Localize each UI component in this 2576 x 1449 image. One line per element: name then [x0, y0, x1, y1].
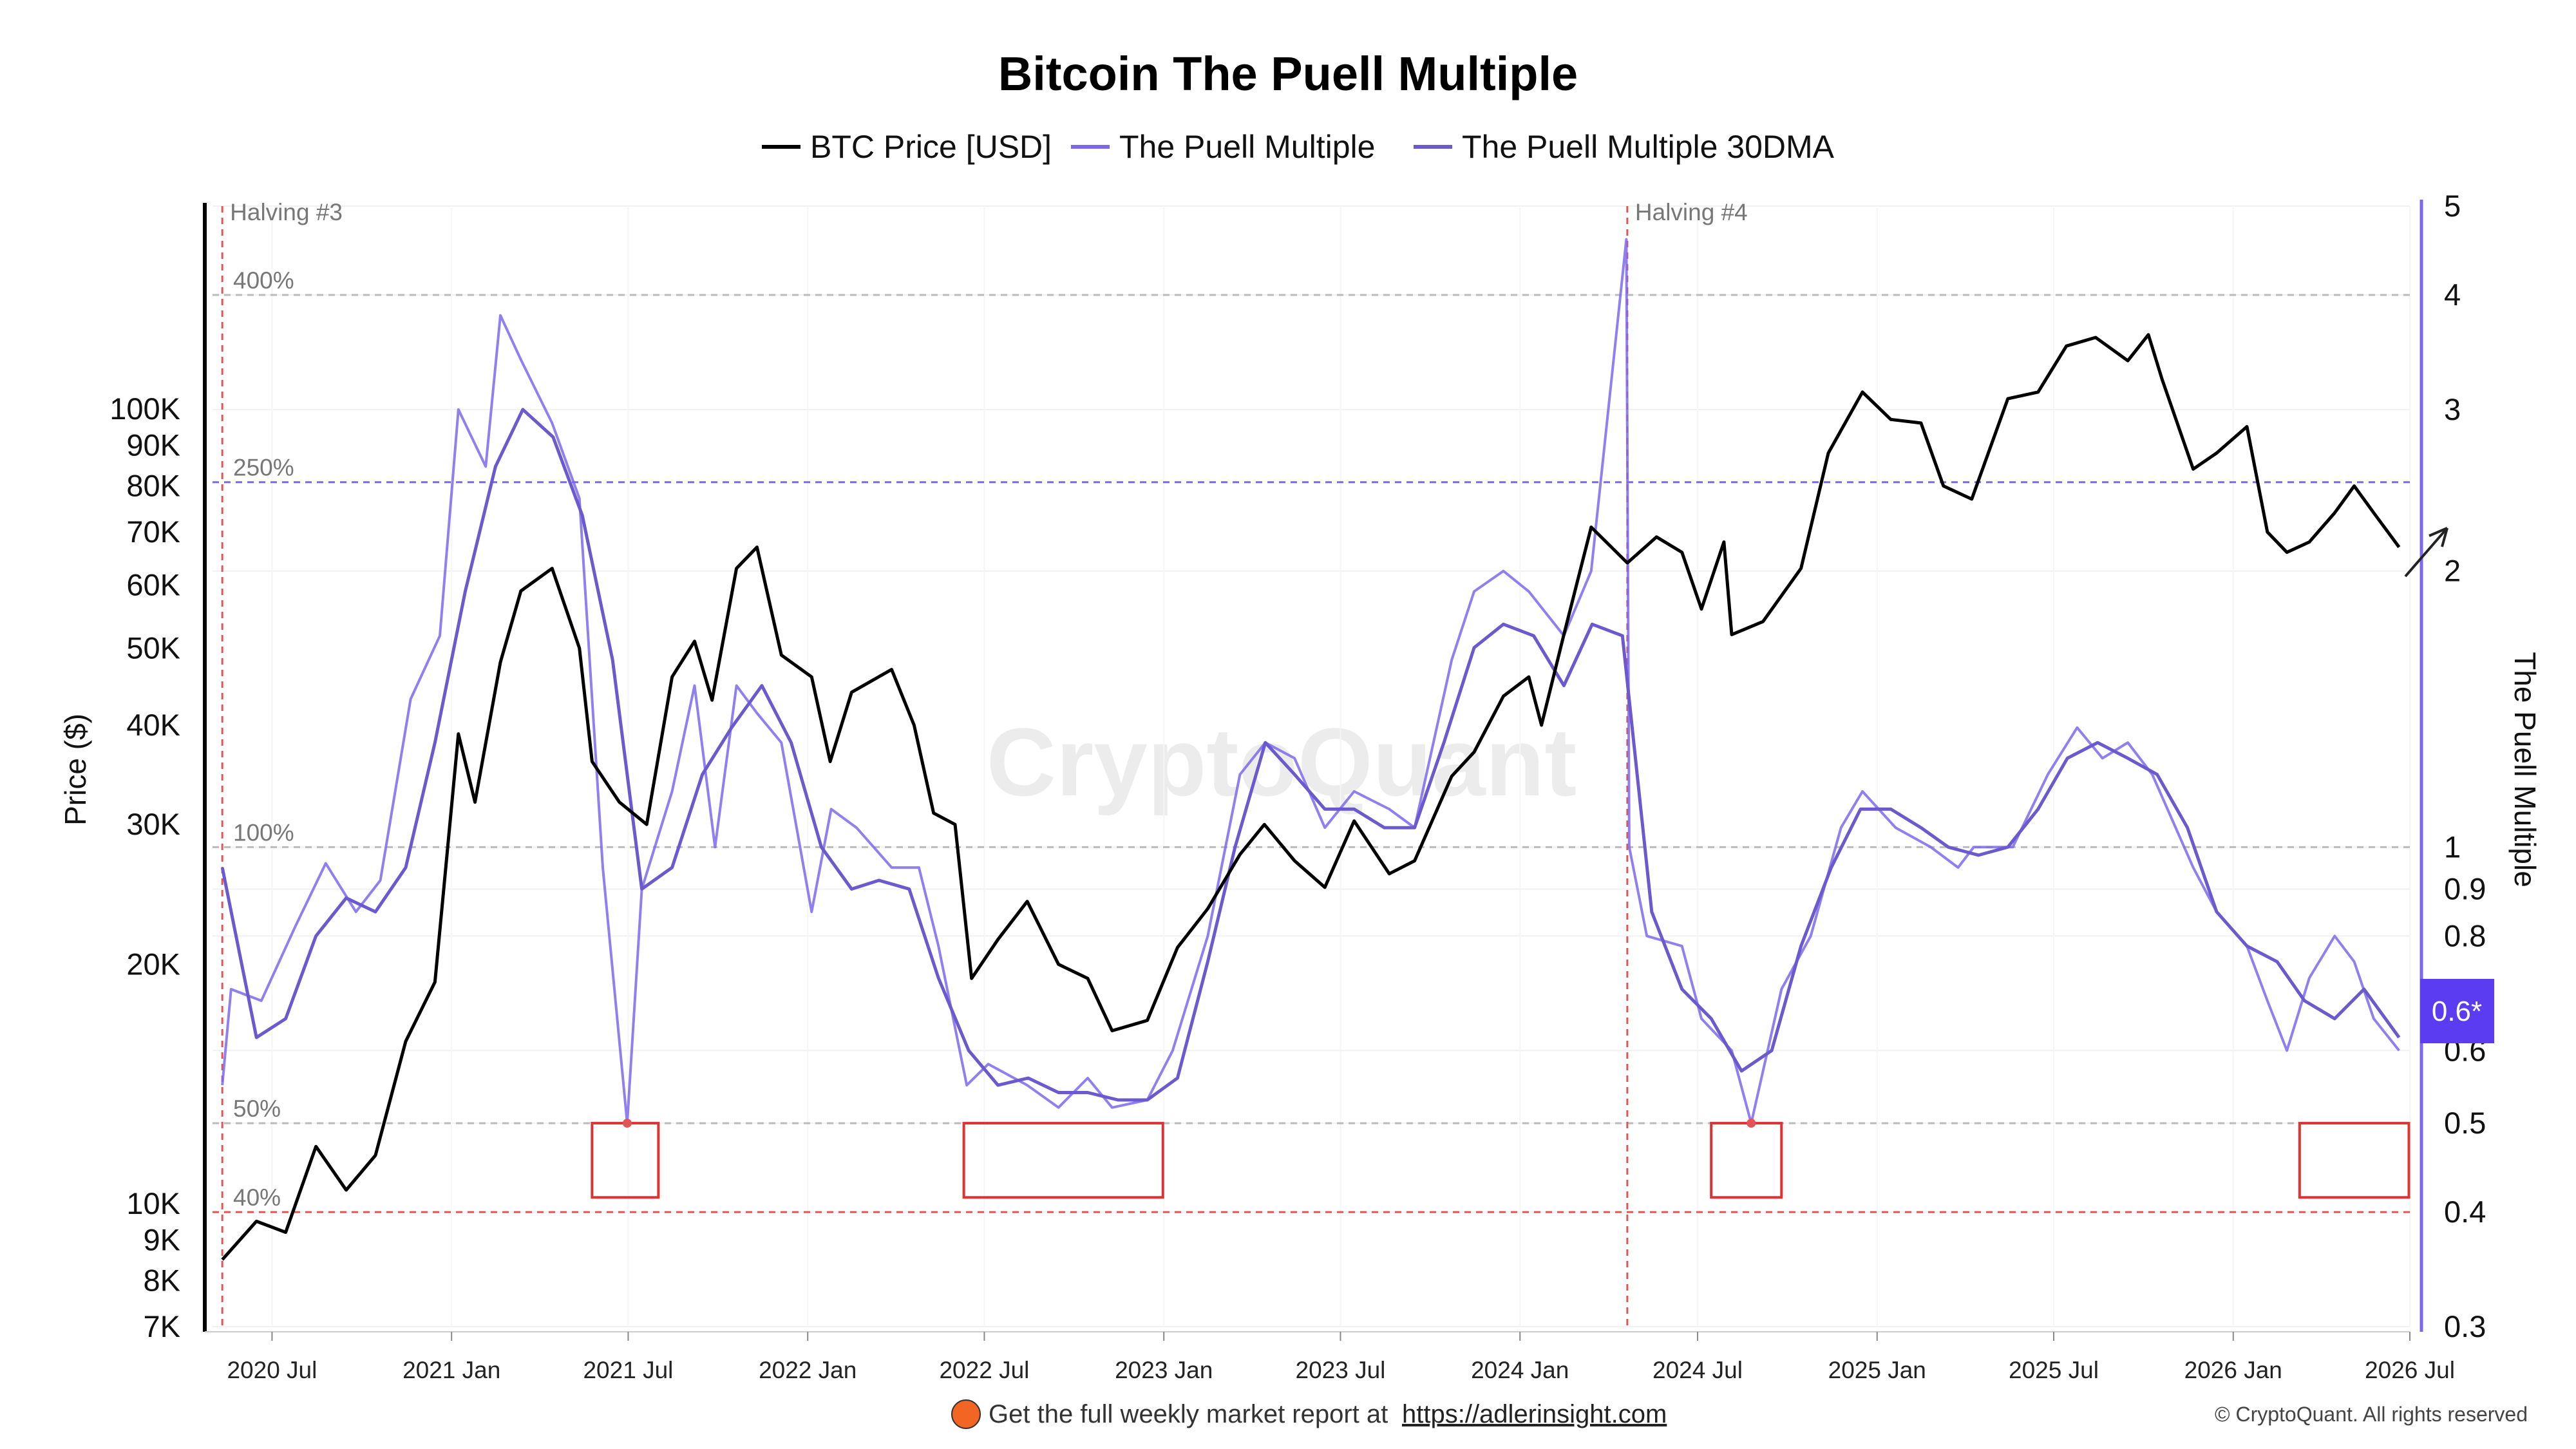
left-tick-label: 20K — [126, 947, 180, 981]
legend: BTC Price [USD] The Puell Multiple The P… — [762, 129, 1835, 165]
halving-label: Halving #3 — [230, 199, 343, 225]
legend-label-puell-30dma: The Puell Multiple 30DMA — [1462, 129, 1835, 165]
legend-label-btc-price: BTC Price [USD] — [810, 129, 1052, 165]
legend-item-puell-30dma[interactable]: The Puell Multiple 30DMA — [1414, 129, 1835, 165]
x-tick-label: 2026 Jul — [2365, 1357, 2455, 1383]
x-tick-label: 2024 Jan — [1471, 1357, 1569, 1383]
puell-low-point — [622, 1119, 632, 1128]
x-tick-label: 2023 Jan — [1115, 1357, 1213, 1383]
highlight-window — [2298, 1122, 2410, 1199]
left-axis-label: Price ($) — [59, 714, 92, 826]
left-tick-label: 60K — [126, 568, 180, 602]
x-tick-label: 2025 Jan — [1828, 1357, 1926, 1383]
left-tick-label: 50K — [126, 630, 180, 665]
reference-line-label: 50% — [233, 1095, 281, 1122]
left-tick-label: 10K — [126, 1186, 180, 1220]
footer-cta-text: Get the full weekly market report at — [989, 1400, 1388, 1428]
footer: Get the full weekly market report at htt… — [951, 1399, 2528, 1429]
footer-dot-icon — [951, 1399, 981, 1429]
reference-line-label: 400% — [233, 267, 294, 294]
trend-arrow-head — [2429, 527, 2448, 547]
series-puell-line — [221, 238, 2400, 1125]
right-axis-label: The Puell Multiple — [2508, 652, 2542, 887]
right-tick-label: 2 — [2444, 554, 2461, 588]
x-tick-label: 2022 Jul — [939, 1357, 1029, 1383]
left-tick-label: 80K — [126, 469, 180, 503]
left-tick-label: 9K — [144, 1222, 181, 1256]
x-tick-label: 2026 Jan — [2184, 1357, 2282, 1383]
x-tick-label: 2022 Jan — [759, 1357, 857, 1383]
right-tick-label: 5 — [2444, 189, 2461, 223]
highlight-window — [1710, 1122, 1783, 1199]
reference-line-label: 40% — [233, 1184, 281, 1211]
x-tick-label: 2021 Jul — [583, 1357, 673, 1383]
legend-item-btc-price[interactable]: BTC Price [USD] — [762, 129, 1052, 165]
right-tick-label: 0.3 — [2444, 1309, 2486, 1343]
series-btc-price-line — [221, 333, 2401, 1261]
left-tick-label: 100K — [109, 392, 180, 426]
right-tick-label: 4 — [2444, 278, 2461, 312]
right-tick-label: 0.8 — [2444, 918, 2486, 952]
x-tick-label: 2020 Jul — [227, 1357, 317, 1383]
x-axis-ticks: 2020 Jul 2021 Jan 2021 Jul 2022 Jan 2022 Jul… — [227, 1332, 2455, 1383]
current-value-badge: 0.6* — [2420, 979, 2494, 1043]
left-tick-label: 8K — [144, 1263, 181, 1297]
halving-label: Halving #4 — [1635, 199, 1748, 225]
right-tick-label: 3 — [2444, 392, 2461, 426]
legend-label-puell: The Puell Multiple — [1119, 129, 1375, 165]
right-tick-label: 0.5 — [2444, 1106, 2486, 1140]
left-tick-label: 40K — [126, 708, 180, 742]
highlight-window — [591, 1122, 660, 1199]
puell-low-point — [1747, 1119, 1756, 1128]
chart-title: Bitcoin The Puell Multiple — [998, 47, 1578, 100]
left-tick-label: 90K — [126, 428, 180, 462]
right-tick-label: 0.9 — [2444, 872, 2486, 906]
footer-cta-link[interactable]: https://adlerinsight.com — [1402, 1400, 1667, 1428]
left-tick-label: 7K — [144, 1309, 181, 1343]
current-value-badge-box — [2420, 979, 2494, 1043]
footer-credit: © CryptoQuant. All rights reserved — [2215, 1403, 2528, 1426]
x-tick-label: 2025 Jul — [2009, 1357, 2099, 1383]
reference-line-label: 100% — [233, 819, 294, 846]
current-value-badge-text: 0.6* — [2432, 996, 2482, 1027]
legend-item-puell[interactable]: The Puell Multiple — [1071, 129, 1375, 165]
highlight-window — [962, 1122, 1164, 1199]
reference-lines: 400% 250% 100% 50% 40% — [213, 267, 2410, 1213]
x-tick-label: 2023 Jul — [1296, 1357, 1386, 1383]
left-tick-label: 30K — [126, 807, 180, 841]
reference-line-label: 250% — [233, 455, 294, 481]
x-tick-label: 2024 Jul — [1653, 1357, 1743, 1383]
highlight-windows — [591, 1122, 2410, 1199]
series — [220, 238, 2401, 1261]
right-tick-label: 0.4 — [2444, 1195, 2486, 1229]
trend-arrow — [2404, 527, 2448, 578]
series-puell-30dma-line — [220, 408, 2401, 1102]
right-tick-label: 1 — [2444, 829, 2461, 864]
left-tick-label: 70K — [126, 515, 180, 549]
x-tick-label: 2021 Jan — [402, 1357, 500, 1383]
trend-arrow-line — [2404, 527, 2448, 578]
